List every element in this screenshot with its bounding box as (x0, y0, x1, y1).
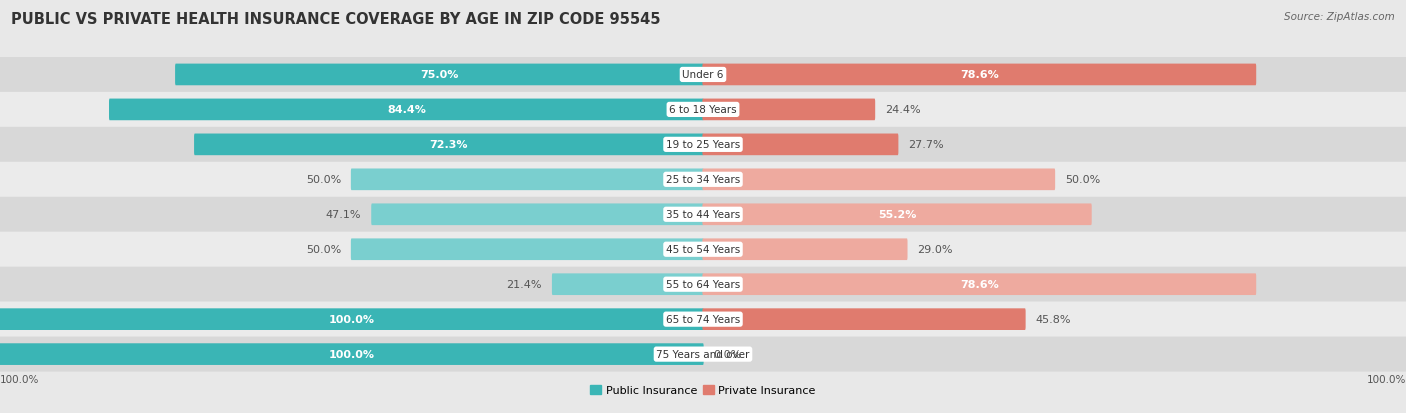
FancyBboxPatch shape (0, 232, 1406, 267)
FancyBboxPatch shape (0, 302, 1406, 337)
FancyBboxPatch shape (0, 128, 1406, 162)
FancyBboxPatch shape (0, 197, 1406, 232)
Text: 45.8%: 45.8% (1035, 314, 1071, 324)
Text: 6 to 18 Years: 6 to 18 Years (669, 105, 737, 115)
Text: 72.3%: 72.3% (430, 140, 468, 150)
FancyBboxPatch shape (0, 93, 1406, 128)
FancyBboxPatch shape (703, 204, 1091, 225)
Text: 55.2%: 55.2% (877, 210, 917, 220)
FancyBboxPatch shape (0, 309, 703, 330)
FancyBboxPatch shape (703, 169, 1054, 191)
FancyBboxPatch shape (110, 99, 703, 121)
Text: 100.0%: 100.0% (1367, 374, 1406, 384)
Text: 50.0%: 50.0% (305, 175, 340, 185)
Text: 35 to 44 Years: 35 to 44 Years (666, 210, 740, 220)
FancyBboxPatch shape (703, 99, 875, 121)
FancyBboxPatch shape (703, 309, 1025, 330)
Text: 78.6%: 78.6% (960, 70, 998, 80)
Text: PUBLIC VS PRIVATE HEALTH INSURANCE COVERAGE BY AGE IN ZIP CODE 95545: PUBLIC VS PRIVATE HEALTH INSURANCE COVER… (11, 12, 661, 27)
FancyBboxPatch shape (0, 58, 1406, 93)
FancyBboxPatch shape (0, 162, 1406, 197)
FancyBboxPatch shape (703, 239, 907, 261)
Legend: Public Insurance, Private Insurance: Public Insurance, Private Insurance (586, 380, 820, 399)
Text: 29.0%: 29.0% (917, 244, 953, 255)
Text: 50.0%: 50.0% (305, 244, 340, 255)
Text: 0.0%: 0.0% (713, 349, 742, 359)
Text: 100.0%: 100.0% (329, 349, 374, 359)
Text: 45 to 54 Years: 45 to 54 Years (666, 244, 740, 255)
Text: 27.7%: 27.7% (908, 140, 943, 150)
FancyBboxPatch shape (176, 64, 703, 86)
Text: 100.0%: 100.0% (0, 374, 39, 384)
FancyBboxPatch shape (703, 274, 1256, 295)
FancyBboxPatch shape (194, 134, 703, 156)
FancyBboxPatch shape (703, 134, 898, 156)
FancyBboxPatch shape (352, 169, 703, 191)
Text: 21.4%: 21.4% (506, 280, 543, 290)
Text: Source: ZipAtlas.com: Source: ZipAtlas.com (1284, 12, 1395, 22)
Text: 25 to 34 Years: 25 to 34 Years (666, 175, 740, 185)
Text: 55 to 64 Years: 55 to 64 Years (666, 280, 740, 290)
FancyBboxPatch shape (0, 267, 1406, 302)
FancyBboxPatch shape (553, 274, 703, 295)
Text: Under 6: Under 6 (682, 70, 724, 80)
FancyBboxPatch shape (0, 337, 1406, 372)
Text: 19 to 25 Years: 19 to 25 Years (666, 140, 740, 150)
Text: 84.4%: 84.4% (387, 105, 426, 115)
FancyBboxPatch shape (703, 64, 1256, 86)
FancyBboxPatch shape (352, 239, 703, 261)
Text: 24.4%: 24.4% (886, 105, 921, 115)
Text: 50.0%: 50.0% (1066, 175, 1101, 185)
FancyBboxPatch shape (371, 204, 703, 225)
Text: 75 Years and over: 75 Years and over (657, 349, 749, 359)
Text: 47.1%: 47.1% (326, 210, 361, 220)
Text: 100.0%: 100.0% (329, 314, 374, 324)
Text: 75.0%: 75.0% (420, 70, 458, 80)
FancyBboxPatch shape (0, 344, 703, 365)
Text: 78.6%: 78.6% (960, 280, 998, 290)
Text: 65 to 74 Years: 65 to 74 Years (666, 314, 740, 324)
